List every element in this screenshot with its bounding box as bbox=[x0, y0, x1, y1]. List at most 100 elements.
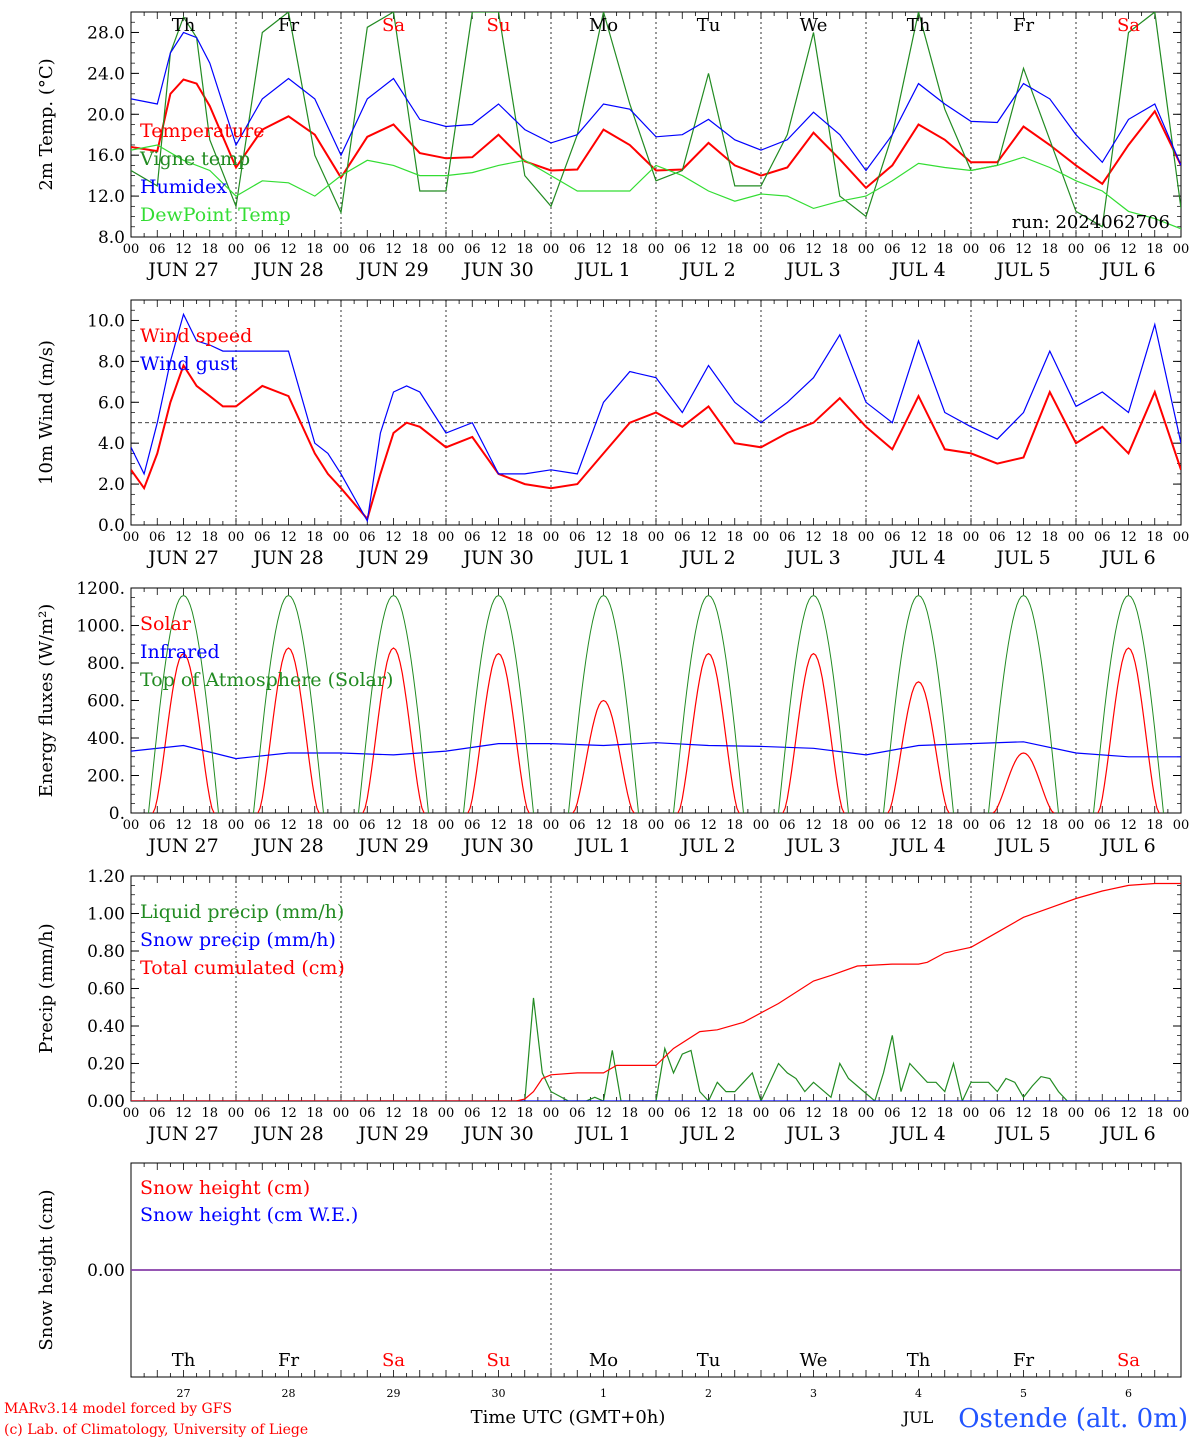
hour-label: 18 bbox=[201, 242, 218, 257]
series-group bbox=[131, 594, 1181, 813]
hour-label: 18 bbox=[936, 530, 953, 545]
chart-panel-4: 0.00 0.20 0.40 0.60 0.80 1.00 1.20 Precip (mm/h… bbox=[36, 867, 1189, 1145]
hour-label: 12 bbox=[700, 530, 717, 545]
y-tick-label: 0.0 bbox=[98, 516, 125, 536]
y-tick-label: 8.0 bbox=[98, 352, 125, 372]
date-label: JUL 2 bbox=[679, 259, 735, 281]
hour-label: 06 bbox=[569, 530, 586, 545]
hour-label: 18 bbox=[936, 242, 953, 257]
date-label: JUL 6 bbox=[1099, 259, 1155, 281]
run-label: run: 2024062706 bbox=[1012, 212, 1170, 233]
hour-label: 00 bbox=[123, 818, 140, 833]
legend-entry: Snow precip (mm/h) bbox=[140, 929, 336, 951]
hour-label: 06 bbox=[674, 1106, 691, 1121]
toa-solar-day bbox=[988, 594, 1059, 813]
toa-solar-day bbox=[568, 594, 639, 813]
hour-label: 00 bbox=[648, 818, 665, 833]
plot-frame bbox=[130, 875, 1182, 1102]
series-line-total-cumulated-cm- bbox=[131, 882, 1181, 1101]
hour-label: 00 bbox=[1068, 818, 1085, 833]
solar-day bbox=[152, 652, 215, 813]
hour-label: 12 bbox=[280, 242, 297, 257]
weekday-label: Su bbox=[487, 1350, 511, 1371]
hour-label: 06 bbox=[674, 818, 691, 833]
y-tick-label: 0.00 bbox=[87, 1092, 125, 1112]
y-axis-label: 2m Temp. (°C) bbox=[36, 58, 57, 190]
date-label: JUL 6 bbox=[1099, 835, 1155, 857]
hour-label: 18 bbox=[411, 818, 428, 833]
y-tick-label: 1200. bbox=[76, 579, 125, 599]
hour-label: 18 bbox=[621, 242, 638, 257]
hour-label: 12 bbox=[280, 818, 297, 833]
y-tick-label: 800. bbox=[87, 654, 125, 674]
date-label: JUL 1 bbox=[574, 835, 630, 857]
series-group bbox=[131, 882, 1181, 1101]
hour-label: 06 bbox=[989, 242, 1006, 257]
date-label: JUN 29 bbox=[356, 835, 428, 857]
date-label: JUL 1 bbox=[574, 547, 630, 569]
toa-solar-day bbox=[673, 594, 744, 813]
hour-label: 12 bbox=[595, 530, 612, 545]
weekday-label: Fr bbox=[1013, 15, 1034, 36]
weekday-label: Sa bbox=[1117, 1350, 1140, 1371]
hour-label: 06 bbox=[674, 530, 691, 545]
hour-label: 06 bbox=[359, 242, 376, 257]
day-number-label: 2 bbox=[705, 1387, 712, 1400]
y-tick-label: 2.0 bbox=[98, 475, 125, 495]
legend-entry: Snow height (cm) bbox=[140, 1177, 310, 1199]
hour-label: 00 bbox=[753, 818, 770, 833]
hour-label: 18 bbox=[726, 242, 743, 257]
month-label: JUL bbox=[901, 1408, 934, 1427]
hour-label: 18 bbox=[306, 818, 323, 833]
legend-entry: DewPoint Temp bbox=[140, 204, 291, 226]
hour-label: 18 bbox=[411, 530, 428, 545]
hour-label: 18 bbox=[936, 818, 953, 833]
hour-label: 00 bbox=[543, 530, 560, 545]
hour-label: 00 bbox=[648, 1106, 665, 1121]
y-tick-label: 10.0 bbox=[87, 311, 125, 331]
hour-label: 06 bbox=[359, 1106, 376, 1121]
plot-frame bbox=[130, 587, 1182, 814]
y-tick-label: 0.60 bbox=[87, 980, 125, 1000]
day-number-label: 6 bbox=[1125, 1387, 1132, 1400]
hour-label: 06 bbox=[149, 1106, 166, 1121]
weekday-label: Fr bbox=[1013, 1350, 1034, 1371]
hour-label: 12 bbox=[175, 818, 192, 833]
hour-label: 06 bbox=[569, 1106, 586, 1121]
hour-label: 12 bbox=[490, 1106, 507, 1121]
date-label: JUL 4 bbox=[889, 1123, 945, 1145]
weekday-label: Fr bbox=[278, 15, 299, 36]
hour-label: 06 bbox=[254, 1106, 271, 1121]
series-line-humidex bbox=[131, 31, 1181, 172]
hour-label: 00 bbox=[858, 1106, 875, 1121]
weekday-label: Mo bbox=[589, 1350, 618, 1371]
hour-label: 12 bbox=[700, 242, 717, 257]
hour-label: 12 bbox=[700, 1106, 717, 1121]
hour-label: 00 bbox=[1068, 1106, 1085, 1121]
hour-label: 18 bbox=[831, 818, 848, 833]
hour-label: 06 bbox=[149, 818, 166, 833]
date-label: JUL 5 bbox=[994, 259, 1050, 281]
y-tick-label: 0.40 bbox=[87, 1017, 125, 1037]
chart-panel-5: 0.00 Snow height (cm) Snow height (cm) Snow… bbox=[36, 1162, 1182, 1400]
legend-entry: Humidex bbox=[140, 176, 227, 198]
hour-label: 00 bbox=[228, 1106, 245, 1121]
hour-label: 12 bbox=[280, 530, 297, 545]
hour-label: 18 bbox=[516, 242, 533, 257]
hour-label: 18 bbox=[201, 818, 218, 833]
day-number-label: 27 bbox=[177, 1387, 191, 1400]
date-label: JUL 5 bbox=[994, 835, 1050, 857]
y-tick-label: 20.0 bbox=[87, 105, 125, 125]
hour-label: 18 bbox=[1041, 242, 1058, 257]
hour-label: 12 bbox=[1015, 530, 1032, 545]
hour-label: 00 bbox=[1173, 818, 1190, 833]
hour-label: 06 bbox=[254, 242, 271, 257]
hour-label: 12 bbox=[1120, 1106, 1137, 1121]
hour-label: 12 bbox=[700, 818, 717, 833]
hour-label: 00 bbox=[963, 530, 980, 545]
y-tick-label: 16.0 bbox=[87, 146, 125, 166]
hour-label: 00 bbox=[963, 242, 980, 257]
hour-label: 18 bbox=[726, 1106, 743, 1121]
date-label: JUN 27 bbox=[146, 259, 218, 281]
legend-entry: Solar bbox=[140, 613, 192, 635]
